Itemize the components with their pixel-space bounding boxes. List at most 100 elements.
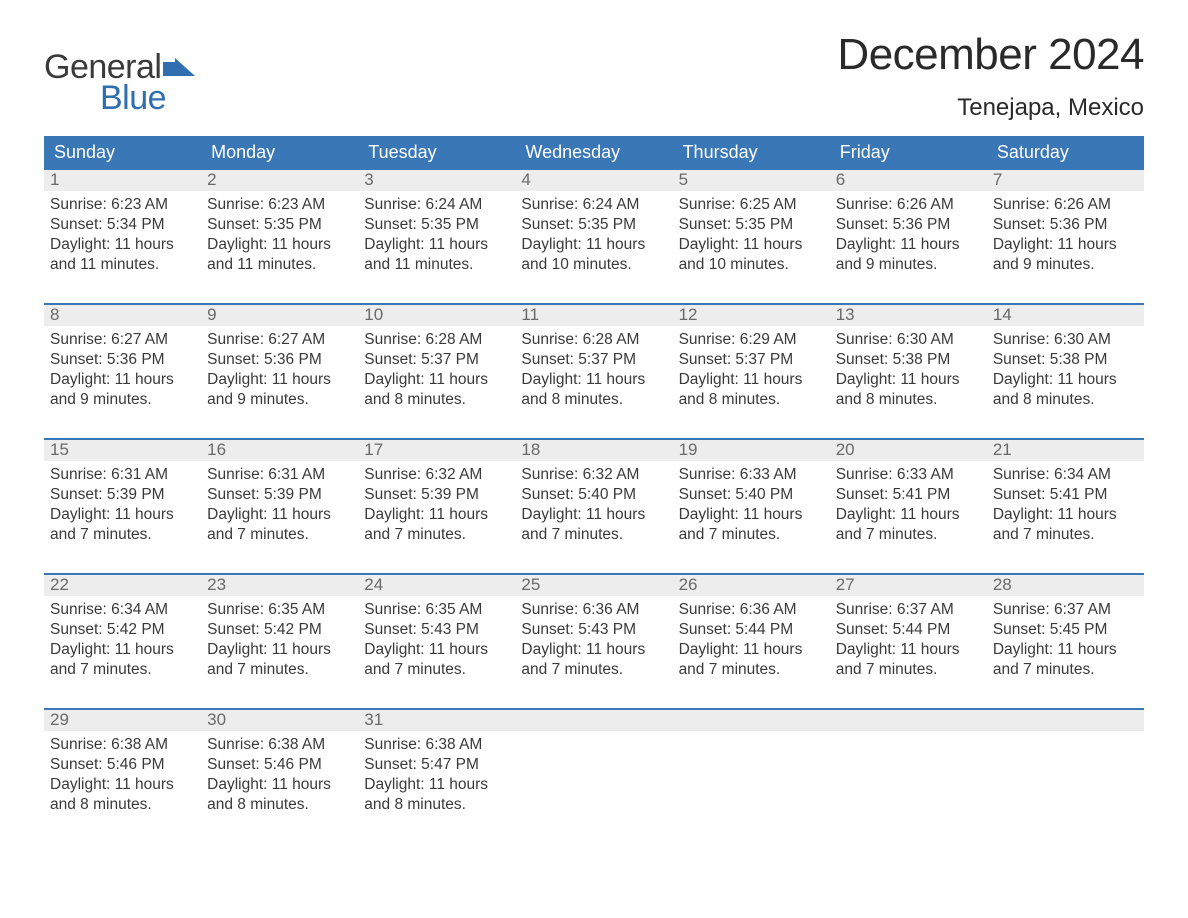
sunrise-text: Sunrise: 6:28 AM bbox=[521, 330, 666, 350]
sunset-text: Sunset: 5:35 PM bbox=[364, 215, 509, 235]
day-number: 23 bbox=[201, 575, 358, 596]
sunrise-text: Sunrise: 6:37 AM bbox=[993, 600, 1138, 620]
day-details: Sunrise: 6:35 AMSunset: 5:43 PMDaylight:… bbox=[358, 596, 515, 684]
day-details: Sunrise: 6:37 AMSunset: 5:45 PMDaylight:… bbox=[987, 596, 1144, 684]
title-block: December 2024 Tenejapa, Mexico bbox=[837, 30, 1144, 122]
day-details: Sunrise: 6:36 AMSunset: 5:43 PMDaylight:… bbox=[515, 596, 672, 684]
day-number: 15 bbox=[44, 440, 201, 461]
daylight-text: Daylight: 11 hours and 9 minutes. bbox=[836, 235, 981, 275]
day-number: 13 bbox=[830, 305, 987, 326]
calendar-day-cell: 19Sunrise: 6:33 AMSunset: 5:40 PMDayligh… bbox=[673, 440, 830, 549]
daylight-text: Daylight: 11 hours and 7 minutes. bbox=[50, 640, 195, 680]
sunrise-text: Sunrise: 6:36 AM bbox=[679, 600, 824, 620]
sunset-text: Sunset: 5:44 PM bbox=[836, 620, 981, 640]
calendar-day-cell: 12 Sunrise: 6:29 AMSunset: 5:37 PMDayligh… bbox=[673, 305, 830, 414]
day-number: . bbox=[673, 710, 830, 731]
sunset-text: Sunset: 5:37 PM bbox=[679, 350, 824, 370]
sunset-text: Sunset: 5:41 PM bbox=[836, 485, 981, 505]
calendar-day-cell: 30 Sunrise: 6:38 AMSunset: 5:46 PMDayligh… bbox=[201, 710, 358, 819]
day-number: 24 bbox=[358, 575, 515, 596]
calendar-day-cell: 13Sunrise: 6:30 AMSunset: 5:38 PMDayligh… bbox=[830, 305, 987, 414]
day-number: 18 bbox=[515, 440, 672, 461]
calendar-day-cell: 10Sunrise: 6:28 AMSunset: 5:37 PMDayligh… bbox=[358, 305, 515, 414]
sunrise-text: Sunrise: 6:24 AM bbox=[364, 195, 509, 215]
calendar-day-cell: 9Sunrise: 6:27 AMSunset: 5:36 PMDaylight… bbox=[201, 305, 358, 414]
sunrise-text: Sunrise: 6:35 AM bbox=[207, 600, 352, 620]
weekday-header: Sunday bbox=[44, 136, 201, 170]
calendar-grid: Sunday Monday Tuesday Wednesday Thursday… bbox=[44, 136, 1144, 819]
calendar-day-cell: . bbox=[673, 710, 830, 819]
day-number: 9 bbox=[201, 305, 358, 326]
day-number: 28 bbox=[987, 575, 1144, 596]
sunset-text: Sunset: 5:47 PM bbox=[364, 755, 509, 775]
calendar-day-cell: 5Sunrise: 6:25 AMSunset: 5:35 PMDaylight… bbox=[673, 170, 830, 279]
day-details: Sunrise: 6:28 AMSunset: 5:37 PMDaylight:… bbox=[515, 326, 672, 414]
sunrise-text: Sunrise: 6:27 AM bbox=[50, 330, 195, 350]
sunset-text: Sunset: 5:35 PM bbox=[521, 215, 666, 235]
calendar-day-cell: 22 Sunrise: 6:34 AMSunset: 5:42 PMDayligh… bbox=[44, 575, 201, 684]
calendar-day-cell: 16Sunrise: 6:31 AMSunset: 5:39 PMDayligh… bbox=[201, 440, 358, 549]
day-details: Sunrise: 6:23 AMSunset: 5:35 PMDaylight:… bbox=[201, 191, 358, 279]
daylight-text: Daylight: 11 hours and 9 minutes. bbox=[50, 370, 195, 410]
day-details: Sunrise: 6:32 AMSunset: 5:39 PMDaylight:… bbox=[358, 461, 515, 549]
day-number: 22 bbox=[44, 575, 201, 596]
sunset-text: Sunset: 5:46 PM bbox=[50, 755, 195, 775]
weekday-header: Wednesday bbox=[515, 136, 672, 170]
calendar-day-cell: 31Sunrise: 6:38 AMSunset: 5:47 PMDayligh… bbox=[358, 710, 515, 819]
day-details: Sunrise: 6:38 AMSunset: 5:46 PMDaylight:… bbox=[44, 731, 201, 819]
day-number: 30 bbox=[201, 710, 358, 731]
daylight-text: Daylight: 11 hours and 7 minutes. bbox=[679, 505, 824, 545]
daylight-text: Daylight: 11 hours and 7 minutes. bbox=[521, 505, 666, 545]
weekday-header: Monday bbox=[201, 136, 358, 170]
weekday-header: Thursday bbox=[673, 136, 830, 170]
location-subtitle: Tenejapa, Mexico bbox=[837, 94, 1144, 122]
day-details: Sunrise: 6:27 AMSunset: 5:36 PMDaylight:… bbox=[201, 326, 358, 414]
day-number: 11 bbox=[515, 305, 672, 326]
week-gap bbox=[44, 279, 1144, 303]
day-number: 21 bbox=[987, 440, 1144, 461]
day-number: 7 bbox=[987, 170, 1144, 191]
sunset-text: Sunset: 5:42 PM bbox=[50, 620, 195, 640]
sunset-text: Sunset: 5:40 PM bbox=[679, 485, 824, 505]
sunrise-text: Sunrise: 6:29 AM bbox=[679, 330, 824, 350]
day-number: 31 bbox=[358, 710, 515, 731]
day-number: 12 bbox=[673, 305, 830, 326]
day-number: 26 bbox=[673, 575, 830, 596]
sunset-text: Sunset: 5:36 PM bbox=[50, 350, 195, 370]
day-details: Sunrise: 6:34 AMSunset: 5:41 PMDaylight:… bbox=[987, 461, 1144, 549]
day-details: Sunrise: 6:28 AMSunset: 5:37 PMDaylight:… bbox=[358, 326, 515, 414]
sunset-text: Sunset: 5:46 PM bbox=[207, 755, 352, 775]
calendar-day-cell: 8Sunrise: 6:27 AMSunset: 5:36 PMDaylight… bbox=[44, 305, 201, 414]
sunrise-text: Sunrise: 6:34 AM bbox=[50, 600, 195, 620]
brand-text-line2: Blue bbox=[100, 79, 166, 118]
daylight-text: Daylight: 11 hours and 7 minutes. bbox=[836, 640, 981, 680]
daylight-text: Daylight: 11 hours and 9 minutes. bbox=[993, 235, 1138, 275]
day-details: Sunrise: 6:25 AMSunset: 5:35 PMDaylight:… bbox=[673, 191, 830, 279]
page-header: General Blue December 2024 Tenejapa, Mex… bbox=[44, 30, 1144, 122]
day-number: 3 bbox=[358, 170, 515, 191]
sunset-text: Sunset: 5:34 PM bbox=[50, 215, 195, 235]
daylight-text: Daylight: 11 hours and 7 minutes. bbox=[521, 640, 666, 680]
daylight-text: Daylight: 11 hours and 11 minutes. bbox=[207, 235, 352, 275]
day-number: . bbox=[515, 710, 672, 731]
sunrise-text: Sunrise: 6:38 AM bbox=[207, 735, 352, 755]
day-details: Sunrise: 6:26 AMSunset: 5:36 PMDaylight:… bbox=[987, 191, 1144, 279]
calendar-day-cell: 17Sunrise: 6:32 AMSunset: 5:39 PMDayligh… bbox=[358, 440, 515, 549]
week-gap bbox=[44, 414, 1144, 438]
daylight-text: Daylight: 11 hours and 7 minutes. bbox=[207, 640, 352, 680]
calendar-day-cell: 7Sunrise: 6:26 AMSunset: 5:36 PMDaylight… bbox=[987, 170, 1144, 279]
day-number: 25 bbox=[515, 575, 672, 596]
sunrise-text: Sunrise: 6:38 AM bbox=[364, 735, 509, 755]
sunset-text: Sunset: 5:36 PM bbox=[993, 215, 1138, 235]
daylight-text: Daylight: 11 hours and 8 minutes. bbox=[679, 370, 824, 410]
calendar-day-cell: . bbox=[830, 710, 987, 819]
day-number: 5 bbox=[673, 170, 830, 191]
daylight-text: Daylight: 11 hours and 8 minutes. bbox=[207, 775, 352, 815]
calendar-day-cell: 2Sunrise: 6:23 AMSunset: 5:35 PMDaylight… bbox=[201, 170, 358, 279]
daylight-text: Daylight: 11 hours and 7 minutes. bbox=[836, 505, 981, 545]
daylight-text: Daylight: 11 hours and 8 minutes. bbox=[521, 370, 666, 410]
day-number: 20 bbox=[830, 440, 987, 461]
calendar-week-row: 29Sunrise: 6:38 AMSunset: 5:46 PMDayligh… bbox=[44, 708, 1144, 819]
sunset-text: Sunset: 5:40 PM bbox=[521, 485, 666, 505]
calendar-day-cell: 29Sunrise: 6:38 AMSunset: 5:46 PMDayligh… bbox=[44, 710, 201, 819]
